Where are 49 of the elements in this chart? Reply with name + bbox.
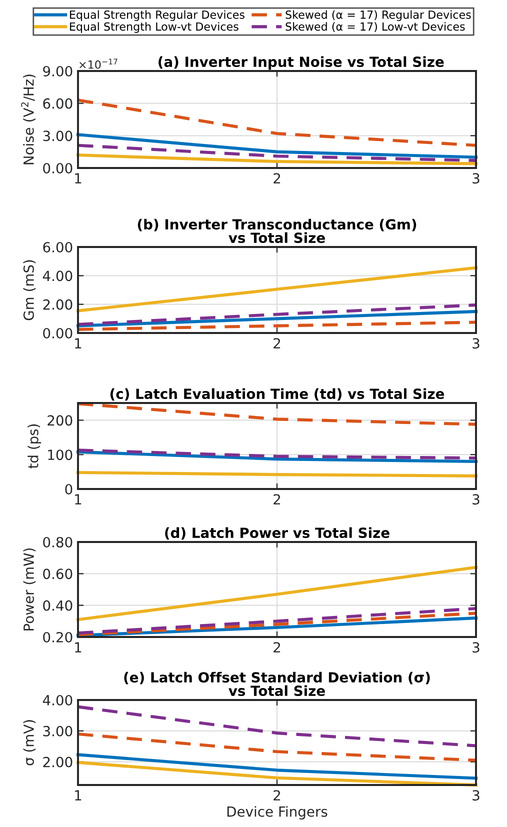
- y-tick-label: 3.00: [43, 726, 72, 736]
- y-axis-title: Noise (V$^{2}$/Hz): [21, 74, 36, 164]
- x-tick-label: 3: [472, 173, 480, 184]
- y-tick-label: 0: [65, 484, 72, 494]
- chart-title: (b) Inverter Transconductance (Gm) vs Total Size: [138, 218, 416, 244]
- chart-title: (a) Inverter Input Noise vs Total Size: [158, 56, 444, 70]
- y-tick-label: 0.80: [43, 536, 72, 548]
- y-axis-title: σ (mV): [23, 720, 36, 766]
- y-tick-label: 0.60: [43, 568, 72, 580]
- y-axis-title: td (ps): [28, 424, 42, 468]
- x-tick-label: 3: [472, 338, 480, 349]
- chart-title: (c) Latch Evaluation Time (td) vs Total Size: [110, 388, 444, 401]
- y-tick-label: 0.00: [43, 328, 72, 338]
- y-tick-label: 6.00: [43, 98, 72, 109]
- x-tick-label: 1: [75, 494, 82, 504]
- legend-label: Equal Strength Low-vt Devices: [70, 22, 238, 33]
- y-tick-label: 9.00: [43, 66, 72, 76]
- x-tick-label: 1: [75, 173, 82, 184]
- y-tick-label: 0.00: [43, 162, 72, 174]
- legend-label: Skewed (α = 17) Low-vt Devices: [286, 22, 465, 32]
- x-tick-label: 2: [274, 338, 280, 348]
- y-tick-label: 0.40: [43, 600, 72, 611]
- legend-label: Equal Strength Regular Devices: [70, 10, 244, 22]
- legend-label: Skewed (α = 17) Regular Devices: [286, 10, 471, 22]
- y-axis-title: Gm (mS): [23, 260, 36, 320]
- y-tick-label: 200: [48, 415, 72, 426]
- x-tick-label: 2: [274, 494, 280, 504]
- text: ×10$^{−17}$: [80, 58, 118, 69]
- x-tick-label: 1: [75, 790, 82, 800]
- y-tick-label: 4.00: [42, 694, 72, 706]
- chart-title: (e) Latch Offset Standard Deviation (σ) vs Total Size: [124, 672, 430, 696]
- x-tick-label: 2: [274, 642, 280, 652]
- x-tick-label: 2: [274, 173, 280, 184]
- y-tick-label: 4.00: [42, 270, 72, 282]
- y-tick-label: 2.00: [43, 756, 72, 768]
- x-tick-label: 3: [472, 494, 480, 505]
- y-tick-label: 3.00: [43, 130, 72, 142]
- y-tick-label: 2.00: [43, 299, 72, 310]
- y-axis-title: Power (mW): [23, 548, 36, 630]
- x-tick-label: 2: [274, 790, 280, 800]
- x-axis-title: Device Fingers: [227, 806, 328, 820]
- y-tick-label: 100: [48, 450, 72, 460]
- x-tick-label: 1: [75, 338, 82, 348]
- y-tick-label: 6.00: [43, 242, 72, 252]
- x-tick-label: 3: [472, 790, 480, 801]
- x-tick-label: 1: [75, 642, 82, 652]
- x-tick-label: 3: [472, 642, 480, 653]
- chart-title: (d) Latch Power vs Total Size: [165, 527, 390, 540]
- y-tick-label: 0.20: [43, 632, 72, 642]
